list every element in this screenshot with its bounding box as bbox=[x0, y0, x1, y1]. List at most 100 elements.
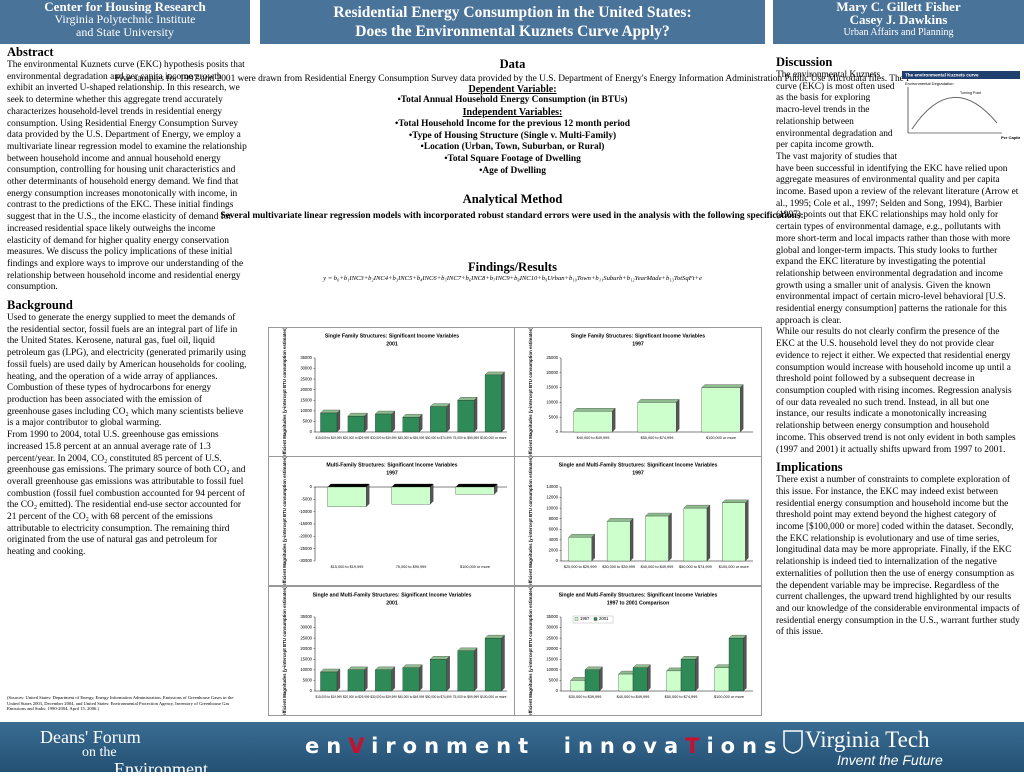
bar bbox=[402, 417, 420, 433]
bar-top bbox=[637, 399, 680, 403]
ekc-figure: The environmental Kuznets curve Environme… bbox=[902, 71, 1020, 140]
slogan-part: ions bbox=[706, 734, 784, 758]
org-name: Center for Housing Research bbox=[44, 0, 206, 14]
section-heading: Abstract bbox=[7, 45, 54, 59]
x-tick-label: $15,000 to $19,999 bbox=[316, 436, 342, 440]
bar-side bbox=[419, 664, 423, 692]
bar bbox=[347, 669, 365, 692]
y-tick-label: 10000 bbox=[546, 505, 558, 510]
y-tick-label: -30000 bbox=[299, 558, 313, 563]
y-tick-label: 25000 bbox=[300, 376, 312, 381]
header-right: Mary C. Gillett Fisher Casey J. Dawkins … bbox=[773, 0, 1024, 44]
bar-top bbox=[606, 518, 634, 522]
chart-subtitle: 1997 bbox=[386, 470, 398, 476]
figure-title: The environmental Kuznets curve bbox=[905, 73, 979, 78]
bar bbox=[680, 659, 696, 692]
x-tick-label: $30,000 to $39,999 bbox=[370, 695, 396, 699]
x-tick-label: $50,000 to $74,999 bbox=[679, 565, 712, 569]
bar-top bbox=[632, 664, 651, 668]
y-tick-label: 5000 bbox=[549, 678, 559, 683]
bar-top bbox=[573, 408, 616, 412]
bar-top bbox=[568, 534, 596, 538]
bar-side bbox=[473, 647, 478, 692]
y-tick-label: 30000 bbox=[546, 625, 558, 630]
title-line: Residential Energy Consumption in the Un… bbox=[333, 4, 692, 21]
y-tick-label: 5000 bbox=[303, 419, 313, 424]
bar bbox=[637, 402, 677, 433]
chart-title: Single and Multi-Family Structures: Sign… bbox=[559, 592, 718, 598]
y-axis-label: Coefficient Magnitudes (y-intercept BTU … bbox=[528, 586, 533, 716]
x-tick-label: $50,000 to $74,999 bbox=[641, 436, 674, 440]
bar-top bbox=[584, 666, 603, 671]
y-tick-label: -20000 bbox=[299, 533, 313, 538]
bar-side bbox=[629, 517, 634, 562]
variable: •Location (Urban, Town, Suburban, or Rur… bbox=[420, 142, 605, 153]
x-tick-label: 75,000 to $99,999 bbox=[396, 565, 427, 569]
y-tick-label: 0 bbox=[310, 688, 313, 693]
x-tick-label: $30,000 to $39,999 bbox=[569, 695, 602, 699]
bar bbox=[701, 387, 741, 433]
x-tick-label: $100,000 or more bbox=[480, 695, 506, 699]
footer-line: Environment bbox=[114, 759, 208, 779]
bar-top bbox=[457, 397, 478, 401]
bar bbox=[683, 507, 708, 562]
figure-title-band bbox=[902, 71, 1020, 79]
bar-side bbox=[668, 512, 672, 562]
university: Virginia Tech bbox=[805, 727, 930, 752]
x-tick-label: $30,000 to $39,999 bbox=[370, 436, 396, 440]
bar-top bbox=[484, 371, 505, 376]
bar bbox=[320, 412, 338, 433]
bar-side bbox=[446, 655, 450, 692]
bar-side bbox=[430, 483, 434, 505]
x-tick-label: $20,000 to $29,999 bbox=[564, 565, 597, 569]
bar bbox=[375, 413, 392, 433]
y-tick-label: 20000 bbox=[300, 646, 312, 651]
paragraph: While our results do not clearly confirm… bbox=[776, 327, 1016, 455]
y-tick-label: 20000 bbox=[546, 370, 558, 375]
bar bbox=[430, 659, 447, 692]
org-line: Virginia Polytechnic Institute bbox=[54, 12, 196, 26]
y-tick-label: 10000 bbox=[300, 667, 312, 672]
method-text: Several multivariate linear regression m… bbox=[220, 211, 804, 221]
x-tick-label: $40,000 to $49,999 bbox=[617, 695, 650, 699]
chart-subtitle: 1997 bbox=[632, 470, 644, 476]
y-axis-label: Coefficient Magnitudes (y-intercept BTU … bbox=[528, 456, 533, 586]
section-heading: Data bbox=[499, 57, 526, 71]
x-tick-label: $50,000 to $74,999 bbox=[425, 695, 451, 699]
legend-label: 2001 bbox=[599, 616, 609, 621]
bar-top bbox=[701, 384, 744, 388]
bar-side bbox=[446, 403, 450, 433]
bar-top bbox=[429, 656, 451, 660]
paragraph: The vast majority of studies that have b… bbox=[776, 151, 1019, 326]
x-tick-label: $50,000 to $74,999 bbox=[425, 436, 451, 440]
bar-side bbox=[391, 666, 395, 692]
y-tick-label: 30000 bbox=[300, 625, 312, 630]
figure-x-label: Per Capita Income bbox=[1001, 135, 1020, 140]
bar-top bbox=[429, 403, 451, 407]
y-tick-label: 10000 bbox=[546, 667, 558, 672]
chart: Single Family Structures: Significant In… bbox=[268, 327, 516, 457]
sources: (Sources: United States: Department of E… bbox=[7, 695, 234, 712]
x-tick-label: $15,000 to $19,999 bbox=[331, 565, 364, 569]
poster-title: Residential Energy Consumption in the Un… bbox=[260, 0, 765, 41]
chart: Single Family Structures: Significant In… bbox=[514, 327, 762, 457]
bar bbox=[484, 374, 502, 433]
bar-top bbox=[402, 414, 423, 418]
bar-side bbox=[745, 499, 749, 562]
y-tick-label: 35000 bbox=[300, 355, 312, 360]
left-column: Abstract The environmental Kuznets curve … bbox=[7, 45, 247, 559]
y-tick-label: 0 bbox=[310, 429, 313, 434]
section-heading: Background bbox=[7, 298, 73, 313]
x-tick-label: $15,000 to $19,999 bbox=[316, 695, 342, 699]
bar-side bbox=[366, 483, 370, 508]
y-tick-label: 0 bbox=[310, 484, 313, 489]
bar-side bbox=[364, 412, 368, 433]
figure-y-label: Environmental Degradation bbox=[905, 81, 953, 86]
figure-turning-point: Turning Point bbox=[960, 91, 981, 95]
bar bbox=[618, 673, 634, 692]
bar bbox=[455, 486, 495, 495]
x-tick-label: $40,000 to $49,999 bbox=[577, 436, 610, 440]
bar bbox=[327, 486, 367, 507]
bar-top bbox=[391, 483, 434, 488]
